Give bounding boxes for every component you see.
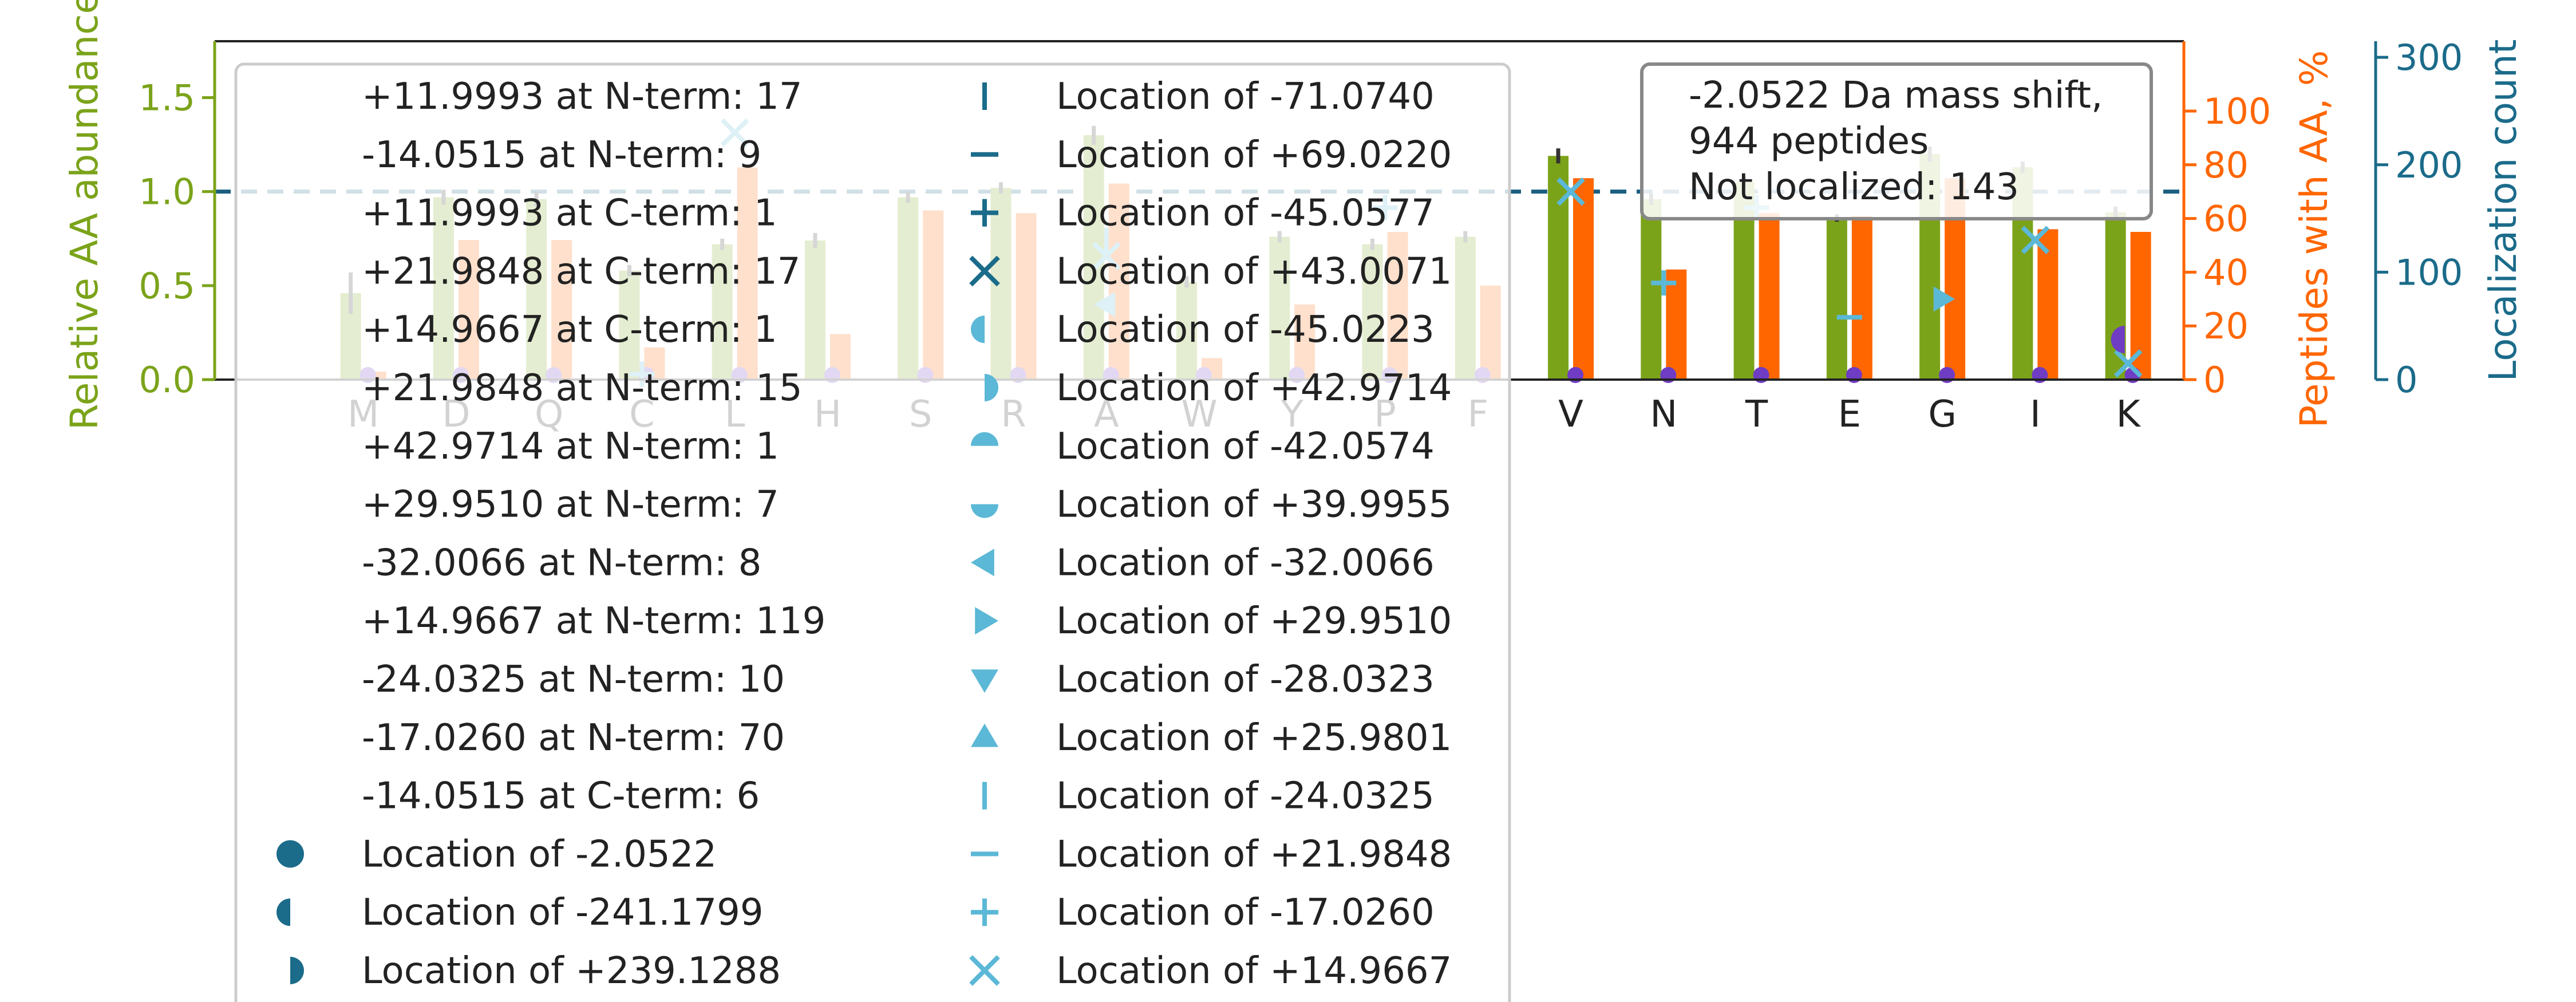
legend-right-label-10: Location of -28.0323	[1056, 658, 1435, 701]
loc-marker-G-10	[1933, 286, 1955, 312]
legend-right-marker-7	[971, 504, 998, 518]
legend-left-label-13: Location of -2.0522	[362, 833, 717, 875]
annotation-frame	[1640, 62, 2153, 220]
legend-right-marker-15	[969, 955, 1000, 986]
category-label-I: I	[2030, 393, 2041, 436]
legend-right-label-11: Location of +25.9801	[1056, 717, 1452, 759]
legend-left-label-0: +11.9993 at N-term: 17	[362, 76, 803, 118]
loc-marker-V-6	[1556, 177, 1585, 206]
bar-peptides-E	[1851, 215, 1872, 380]
right1-tick-label-2: 40	[2203, 251, 2249, 293]
bar-peptides-T	[1759, 213, 1780, 380]
annotation-line-1: 944 peptides	[1689, 120, 1929, 163]
bar-peptides-I	[2037, 229, 2059, 380]
legend-right-label-0: Location of -71.0740	[1056, 76, 1435, 118]
bar-abundance-N	[1641, 199, 1662, 380]
loc-marker-N-7	[1651, 270, 1677, 296]
legend-left-label-2: +11.9993 at C-term: 1	[362, 192, 777, 235]
loc-marker-I-11-b	[2021, 226, 2050, 254]
right1-tick-label-5: 100	[2203, 90, 2271, 132]
legend-left-marker-15	[290, 957, 304, 984]
category-label-T: T	[1745, 393, 1768, 436]
legend-left-marker-14	[276, 898, 290, 926]
legend-right-marker-10	[971, 669, 998, 693]
loc-marker-K-12	[2113, 349, 2143, 378]
right2-tick-label-1: 100	[2395, 251, 2463, 293]
legend-right-marker-3	[969, 255, 1000, 287]
bar-peptides-N	[1666, 269, 1687, 380]
legend-right-label-1: Location of +69.0220	[1056, 134, 1452, 176]
legend-right-marker-14	[971, 898, 998, 926]
legend: +11.9993 at N-term: 17 -14.0515 at N-term…	[234, 62, 1511, 1002]
left-axis-label: Relative AA abundance	[62, 0, 106, 430]
loc-marker-K-purple	[2111, 326, 2125, 353]
bar-abundance-K	[2105, 212, 2126, 380]
right2-tick-label-0: 0	[2395, 359, 2417, 401]
left-tick-label-2: 1.0	[139, 171, 195, 213]
bar-abundance-V	[1548, 156, 1569, 380]
legend-right-marker-6	[971, 432, 998, 446]
legend-right-label-3: Location of +43.0071	[1056, 250, 1452, 293]
annotation-line-0: -2.0522 Da mass shift,	[1689, 74, 2103, 117]
legend-right-marker-5	[985, 374, 998, 401]
category-label-V: V	[1558, 393, 1583, 436]
legend-right-label-7: Location of +39.9955	[1056, 484, 1452, 526]
legend-right-label-2: Location of -45.0577	[1056, 192, 1435, 235]
category-label-N: N	[1650, 393, 1677, 436]
legend-left-label-5: +21.9848 at N-term: 15	[362, 367, 803, 409]
annotation-line-2: Not localized: 143	[1689, 166, 2019, 208]
legend-left-marker-13	[276, 840, 304, 868]
category-label-G: G	[1928, 393, 1957, 436]
legend-left-label-11: -17.0260 at N-term: 70	[362, 717, 785, 759]
legend-right-marker-2	[971, 199, 998, 227]
legend-left-label-12: -14.0515 at C-term: 6	[362, 775, 760, 818]
legend-right-marker-4	[971, 315, 985, 344]
legend-right-label-6: Location of -42.0574	[1056, 425, 1435, 468]
legend-left-label-4: +14.9667 at C-term: 1	[362, 309, 777, 351]
legend-left-label-3: +21.9848 at C-term: 17	[362, 250, 800, 293]
legend-left-label-10: -24.0325 at N-term: 10	[362, 658, 785, 701]
legend-left-label-7: +29.9510 at N-term: 7	[362, 484, 779, 526]
legend-left-label-6: +42.9714 at N-term: 1	[362, 425, 779, 468]
loc-marker-I-11	[2021, 226, 2050, 254]
left-tick-label-3: 1.5	[139, 77, 195, 119]
legend-right-label-9: Location of +29.9510	[1056, 600, 1452, 642]
legend-left-label-15: Location of +239.1288	[362, 950, 781, 992]
right1-tick-label-4: 80	[2203, 144, 2249, 186]
bar-peptides-V	[1573, 178, 1594, 380]
legend-right-marker-15-b	[969, 955, 1000, 986]
legend-right-label-12: Location of -24.0325	[1056, 775, 1435, 818]
category-label-E: E	[1838, 393, 1861, 436]
right2-axis-label: Localization count	[2481, 39, 2525, 381]
right1-tick-label-0: 0	[2203, 359, 2226, 401]
legend-right-label-4: Location of -45.0223	[1056, 309, 1435, 351]
legend-right-marker-11	[971, 723, 998, 747]
left-tick-label-0: 0.0	[139, 359, 195, 401]
legend-right-label-13: Location of +21.9848	[1056, 833, 1452, 875]
right1-tick-label-3: 60	[2203, 198, 2249, 240]
legend-right-marker-3-b	[969, 255, 1000, 287]
legend-right-marker-9	[975, 607, 998, 635]
legend-right-label-14: Location of -17.0260	[1056, 891, 1435, 934]
left-tick-label-1: 0.5	[139, 265, 195, 307]
right2-tick-label-2: 200	[2395, 144, 2463, 186]
right1-tick-label-1: 20	[2203, 305, 2249, 347]
legend-frame	[234, 62, 1511, 1002]
legend-left-label-9: +14.9667 at N-term: 119	[362, 600, 825, 642]
legend-right-label-8: Location of -32.0066	[1056, 542, 1435, 584]
loc-marker-K-12-b	[2113, 349, 2143, 378]
loc-marker-V-6-b	[1556, 177, 1585, 206]
legend-left-label-14: Location of -241.1799	[362, 891, 764, 934]
legend-right-label-5: Location of +42.9714	[1056, 367, 1452, 409]
legend-right-label-15: Location of +14.9667	[1056, 950, 1452, 992]
category-label-K: K	[2116, 393, 2142, 436]
bar-abundance-E	[1826, 218, 1847, 380]
legend-left-label-8: -32.0066 at N-term: 8	[362, 542, 761, 584]
right2-tick-label-3: 300	[2395, 37, 2463, 78]
legend-right-marker-8	[971, 549, 994, 577]
right1-axis-label: Peptides with AA, %	[2292, 50, 2336, 428]
legend-left-label-1: -14.0515 at N-term: 9	[362, 134, 761, 176]
